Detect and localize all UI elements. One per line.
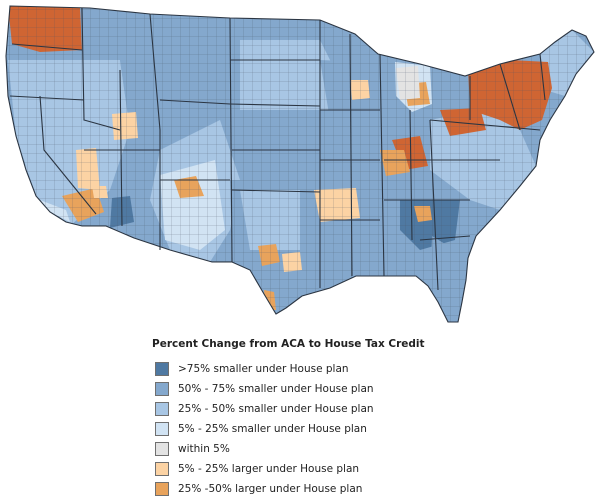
us-outline xyxy=(5,5,595,323)
legend-label: 25% -50% larger under House plan xyxy=(178,483,363,495)
map-legend: Percent Change from ACA to House Tax Cre… xyxy=(150,338,450,499)
legend-item: 5% - 25% larger under House plan xyxy=(150,459,450,479)
legend-label: 50% - 75% smaller under House plan xyxy=(178,383,374,395)
legend-swatch xyxy=(155,382,169,396)
legend-swatch xyxy=(155,402,169,416)
legend-swatch xyxy=(155,442,169,456)
legend-label: 5% - 25% larger under House plan xyxy=(178,463,360,475)
legend-title: Percent Change from ACA to House Tax Cre… xyxy=(152,338,425,350)
state-line xyxy=(379,53,385,277)
legend-item: 5% - 25% smaller under House plan xyxy=(150,419,450,439)
legend-label: 5% - 25% smaller under House plan xyxy=(178,423,367,435)
state-line xyxy=(419,235,471,241)
state-line xyxy=(409,109,413,241)
legend-label: >75% smaller under House plan xyxy=(178,363,349,375)
legend-item: 25% -50% larger under House plan xyxy=(150,479,450,499)
state-line xyxy=(11,43,83,51)
state-line xyxy=(231,189,321,193)
state-line xyxy=(499,63,521,131)
state-line xyxy=(81,7,121,131)
state-line xyxy=(229,17,233,263)
state-line xyxy=(9,95,85,101)
state-borders xyxy=(5,5,595,323)
state-line xyxy=(149,13,161,250)
state-line xyxy=(229,103,321,107)
county-choropleth-map xyxy=(5,5,595,323)
legend-label: 25% - 50% smaller under House plan xyxy=(178,403,374,415)
legend-swatch xyxy=(155,362,169,376)
legend-swatch xyxy=(155,422,169,436)
legend-item: 50% - 75% smaller under House plan xyxy=(150,379,450,399)
state-line xyxy=(539,53,546,101)
state-line xyxy=(119,69,123,227)
us-map-svg xyxy=(5,5,595,323)
county-borders xyxy=(6,6,594,322)
state-line xyxy=(39,95,97,215)
legend-item: within 5% xyxy=(150,439,450,459)
state-line xyxy=(429,119,439,291)
legend-swatch xyxy=(155,462,169,476)
legend-swatch xyxy=(155,482,169,496)
state-line xyxy=(159,99,231,105)
map-body xyxy=(6,6,594,322)
legend-item: 25% - 50% smaller under House plan xyxy=(150,399,450,419)
state-line xyxy=(349,33,353,277)
state-line xyxy=(429,119,541,131)
legend-item: >75% smaller under House plan xyxy=(150,359,450,379)
legend-label: within 5% xyxy=(178,443,230,455)
